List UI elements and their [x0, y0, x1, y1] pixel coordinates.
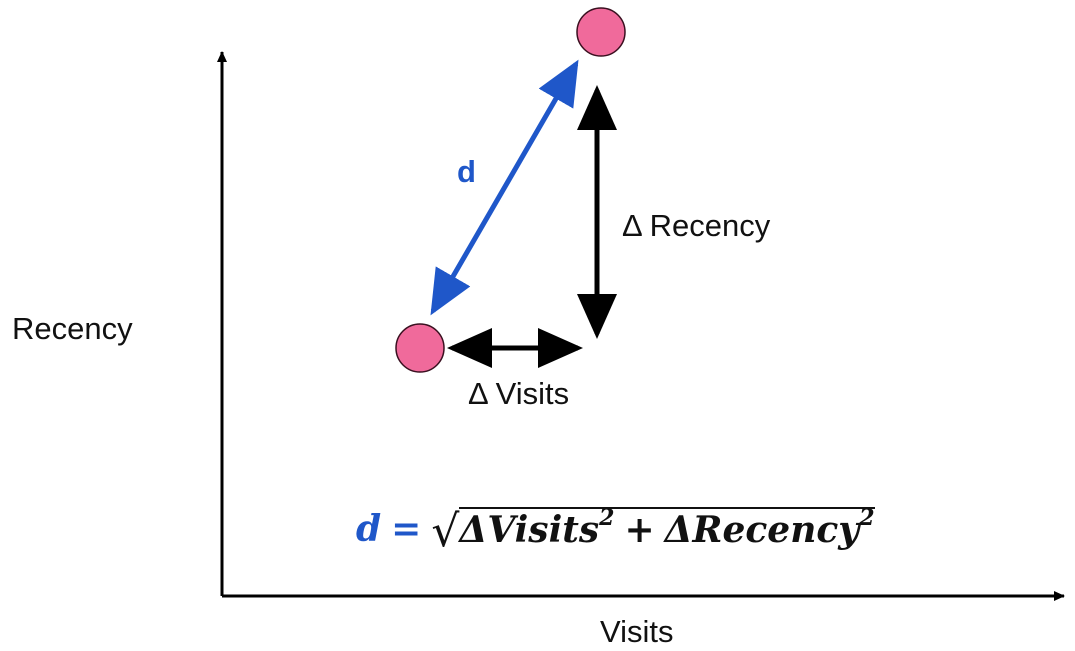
distance-arrow — [430, 59, 579, 316]
delta-visits-label: Δ Visits — [468, 376, 570, 411]
formula-lhs: d — [356, 508, 382, 550]
formula-radicand: ΔVisits2 + ΔRecency2 — [459, 505, 875, 552]
formula-exponent-visits: 2 — [599, 505, 615, 532]
point-upper — [576, 7, 626, 57]
formula-exponent-recency: 2 — [859, 505, 875, 532]
distance-formula: d = √ ΔVisits2 + ΔRecency2 — [356, 490, 875, 554]
delta-recency-label: Δ Recency — [622, 208, 771, 243]
formula-plus: + — [624, 509, 655, 552]
point-lower — [395, 323, 445, 373]
formula-equals: = — [391, 508, 422, 550]
x-axis-label: Visits — [600, 614, 674, 649]
sqrt-symbol: √ — [431, 506, 460, 557]
formula-term-visits: ΔVisits — [459, 509, 600, 552]
y-axis-label: Recency — [12, 311, 133, 346]
formula-term-recency: ΔRecency — [664, 509, 860, 552]
distance-label: d — [457, 154, 476, 189]
